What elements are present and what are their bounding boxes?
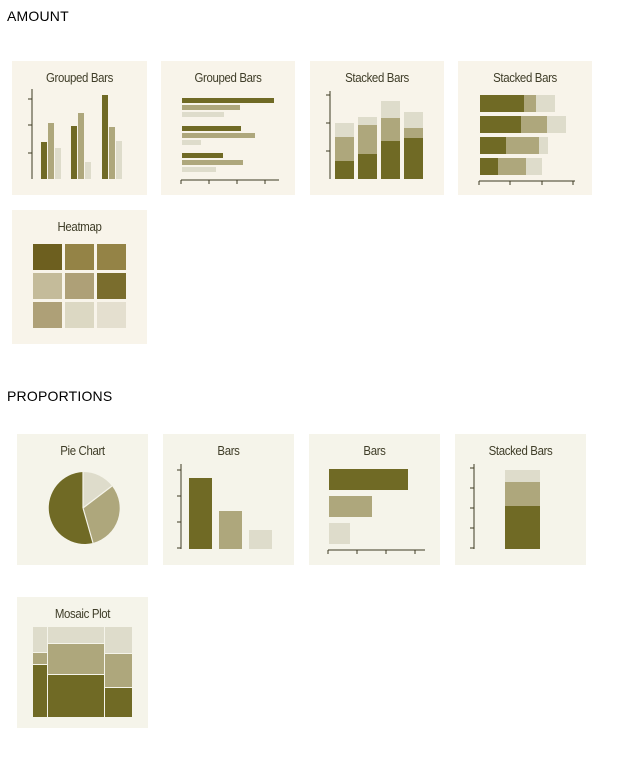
card-title: Grouped Bars	[194, 70, 262, 85]
card-heatmap[interactable]: Heatmap	[12, 210, 147, 344]
stacked-bars-proportions-thumbnail	[470, 464, 540, 549]
card-pie-chart[interactable]: Pie Chart	[17, 434, 148, 565]
pie-chart-thumbnail	[48, 471, 120, 544]
card-grouped-bars-vertical[interactable]: Grouped Bars	[12, 61, 147, 195]
card-stacked-bars-proportions[interactable]: Stacked Bars	[455, 434, 586, 565]
bars-horizontal-thumbnail	[327, 469, 425, 554]
card-title: Heatmap	[57, 219, 102, 234]
section-title-amount: AMOUNT	[7, 8, 69, 24]
card-title: Grouped Bars	[45, 70, 113, 85]
card-title: Stacked Bars	[493, 70, 557, 85]
heatmap-thumbnail	[33, 244, 126, 328]
card-stacked-bars-horizontal[interactable]: Stacked Bars	[458, 61, 592, 195]
card-title: Bars	[363, 443, 386, 458]
card-bars-vertical[interactable]: Bars	[163, 434, 294, 565]
card-title: Stacked Bars	[488, 443, 553, 458]
card-stacked-bars-vertical[interactable]: Stacked Bars	[310, 61, 444, 195]
card-mosaic-plot[interactable]: Mosaic Plot	[17, 597, 148, 728]
card-bars-horizontal[interactable]: Bars	[309, 434, 440, 565]
grouped-bars-horizontal-thumbnail	[180, 98, 279, 184]
card-title: Mosaic Plot	[54, 606, 111, 621]
section-title-proportions: PROPORTIONS	[7, 388, 113, 404]
card-grouped-bars-horizontal[interactable]: Grouped Bars	[161, 61, 295, 195]
stacked-bars-vertical-thumbnail	[326, 91, 423, 179]
card-title: Stacked Bars	[345, 70, 409, 85]
bars-vertical-thumbnail	[177, 464, 272, 549]
grouped-bars-vertical-thumbnail	[28, 89, 122, 179]
card-title: Pie Chart	[60, 443, 105, 458]
card-title: Bars	[217, 443, 240, 458]
mosaic-plot-thumbnail	[33, 627, 132, 717]
stacked-bars-horizontal-thumbnail	[478, 95, 575, 185]
